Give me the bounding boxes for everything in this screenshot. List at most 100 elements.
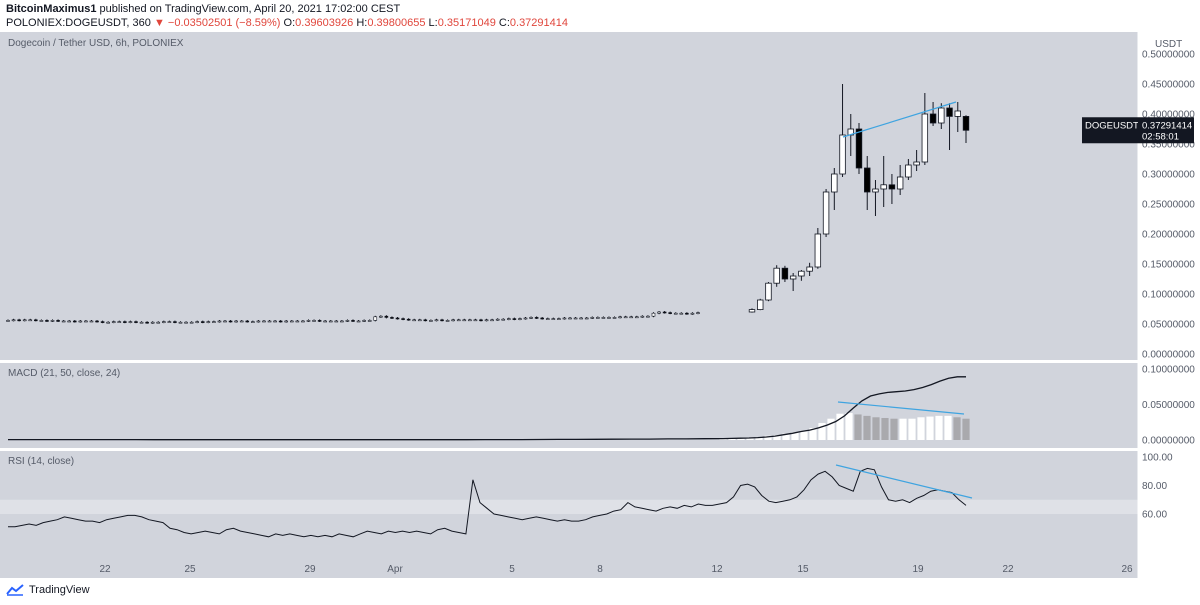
candle — [864, 167, 871, 193]
open-label: O: — [283, 17, 296, 29]
candle — [690, 312, 695, 315]
candle — [523, 317, 528, 320]
tradingview-footer[interactable]: TradingView — [6, 584, 90, 596]
candle — [962, 116, 970, 131]
time-tick-label: 29 — [304, 564, 316, 575]
chart-panel[interactable]: Dogecoin / Tether USD, 6h, POLONIEX USDT… — [0, 32, 1200, 578]
candle — [921, 113, 929, 163]
candle — [634, 316, 639, 319]
chart-svg[interactable]: Dogecoin / Tether USD, 6h, POLONIEX USDT… — [0, 32, 1200, 578]
price-tick-label: 0.50000000 — [1142, 50, 1195, 61]
macd-histogram-bar — [773, 435, 781, 440]
candle — [223, 320, 227, 323]
candle — [95, 320, 99, 323]
candle — [206, 321, 211, 323]
time-tick-label: 19 — [912, 564, 924, 575]
macd-histogram-bar — [836, 413, 844, 440]
candle — [434, 319, 439, 322]
candle — [390, 317, 394, 319]
price-tick-label: 0.35000000 — [1142, 140, 1195, 151]
rsi-pane-title: RSI (14, close) — [8, 456, 74, 467]
candle — [596, 317, 600, 319]
price-tick-label: 0.40000000 — [1142, 110, 1195, 121]
candle — [273, 320, 277, 323]
macd-histogram-bar — [809, 427, 817, 440]
macd-histogram-bar — [764, 435, 772, 440]
high-value: 0.39800655 — [367, 17, 426, 29]
price-trendline[interactable] — [842, 101, 957, 138]
candle — [490, 319, 494, 322]
low-label: L: — [428, 17, 438, 29]
candle — [150, 321, 155, 324]
candle — [440, 319, 444, 322]
candle — [123, 321, 127, 323]
candle — [773, 267, 780, 284]
time-tick-label: 5 — [509, 564, 515, 575]
candle — [212, 321, 216, 323]
candle — [84, 320, 88, 323]
candle — [429, 320, 433, 322]
candle — [888, 184, 896, 190]
candle — [340, 320, 344, 323]
candle — [551, 318, 556, 320]
macd-tick-label: 0.00000000 — [1142, 436, 1195, 447]
price-tick-label: 0.20000000 — [1142, 230, 1195, 241]
candle — [328, 320, 333, 323]
close-label: C: — [498, 17, 510, 29]
author-name[interactable]: BitcoinMaximus1 — [6, 3, 97, 15]
macd-histogram-bar — [782, 433, 790, 440]
candle — [913, 161, 920, 166]
candle — [173, 321, 177, 323]
rsi-trendline[interactable] — [835, 464, 973, 499]
candle — [445, 320, 450, 322]
macd-histogram-bar — [953, 417, 961, 440]
candle — [584, 317, 589, 320]
rsi-tick-label: 80.00 — [1142, 481, 1167, 492]
candle — [757, 299, 764, 311]
price-tick-label: 0.30000000 — [1142, 170, 1195, 181]
candle — [312, 320, 316, 322]
candle — [806, 266, 813, 272]
macd-histogram-bar — [800, 430, 808, 440]
candle — [362, 320, 366, 322]
price-tick-label: 0.10000000 — [1142, 290, 1195, 301]
candle — [401, 318, 405, 320]
candle — [228, 320, 233, 323]
candle — [39, 320, 44, 322]
candle — [262, 320, 266, 323]
candle — [573, 317, 578, 320]
candle — [56, 320, 60, 322]
candle — [534, 317, 539, 319]
candle — [278, 320, 283, 323]
candle — [662, 311, 667, 314]
macd-histogram-bar — [935, 415, 943, 440]
macd-histogram-bar — [872, 417, 880, 440]
macd-pane-title: MACD (21, 50, close, 24) — [8, 368, 120, 379]
bar-countdown: 02:58:01 — [1142, 131, 1179, 142]
candle — [306, 320, 311, 322]
candle — [640, 315, 645, 318]
candle — [267, 320, 272, 323]
tradingview-logo-icon — [6, 584, 24, 596]
symbol-ohlc-line: POLONIEX:DOGEUSDT, 360 ▼ −0.03502501 (−8… — [6, 17, 568, 29]
candle — [295, 320, 300, 323]
candle — [379, 315, 383, 318]
macd-histogram-bar — [908, 418, 916, 440]
candle — [317, 320, 322, 322]
price-tick-label: 0.15000000 — [1142, 260, 1195, 271]
candle — [356, 320, 361, 323]
price-tick-label: 0.25000000 — [1142, 200, 1195, 211]
rsi-band — [0, 499, 1138, 514]
macd-trendline[interactable] — [837, 401, 965, 415]
candle — [351, 320, 355, 322]
macd-histogram-bar — [899, 418, 907, 440]
candle — [373, 316, 378, 321]
candle — [34, 319, 38, 322]
macd-histogram-bar — [827, 418, 835, 440]
candle — [256, 320, 261, 323]
time-axis-bg — [0, 559, 1138, 578]
macd-histogram-bar — [737, 438, 745, 440]
candle — [798, 270, 805, 277]
candle — [134, 321, 138, 323]
time-tick-label: 25 — [184, 564, 196, 575]
